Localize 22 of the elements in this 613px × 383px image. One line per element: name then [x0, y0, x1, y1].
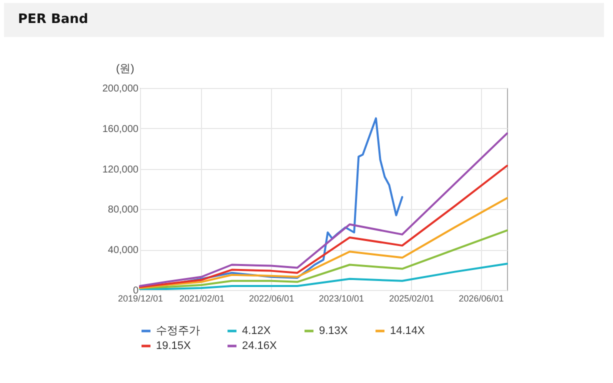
x-tick-label: 2023/10/01: [318, 294, 364, 304]
x-tick-label: 2022/06/01: [249, 294, 294, 304]
y-tick-label: 40,000: [108, 245, 139, 256]
x-tick-label: 2025/02/01: [389, 294, 434, 304]
y-tick-label: 0: [132, 286, 139, 296]
chart-title: PER Band: [18, 12, 88, 27]
line-series: [139, 132, 508, 287]
x-tick-label: 2019/12/01: [118, 294, 164, 304]
legend-label: 수정주가: [156, 325, 200, 337]
x-tick-label: 2026/06/01: [458, 294, 504, 304]
y-tick-label: 80,000: [108, 204, 139, 216]
legend-label: 19.15X: [156, 340, 192, 352]
x-tick-label: 2021/02/01: [179, 294, 224, 304]
y-axis-title: (원): [116, 62, 134, 76]
y-tick-label: 160,000: [102, 124, 139, 135]
line-series: [139, 164, 508, 288]
legend-label: 9.13X: [319, 325, 348, 337]
y-tick-label: 120,000: [102, 164, 139, 176]
y-tick-label: 200,000: [102, 84, 139, 94]
legend-label: 4.12X: [242, 325, 272, 337]
legend-label: 14.14X: [390, 325, 426, 337]
legend-label: 24.16X: [242, 340, 278, 352]
